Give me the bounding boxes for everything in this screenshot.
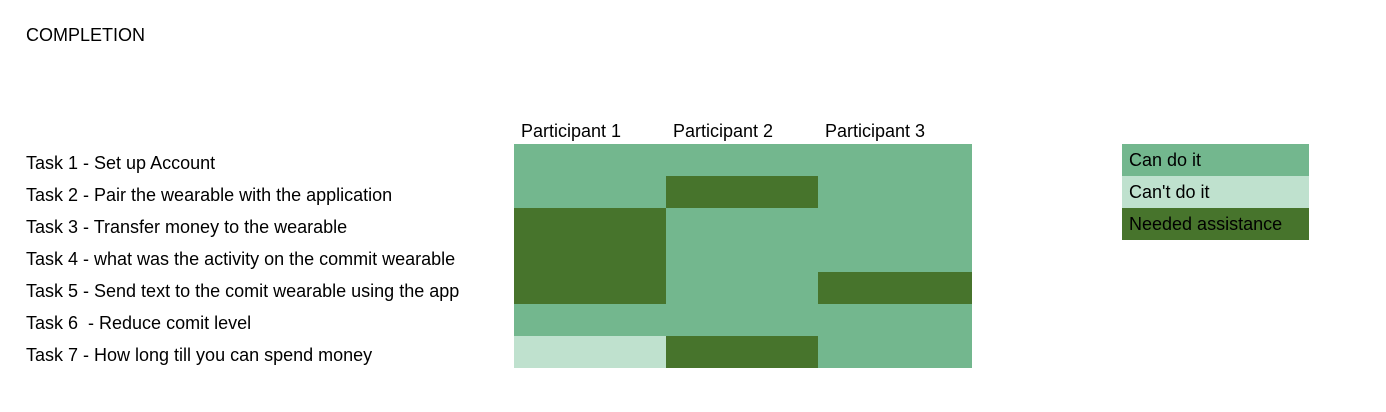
column-header-participant-3: Participant 3 <box>825 121 926 141</box>
task-label: Task 7 - How long till you can spend mon… <box>26 345 373 365</box>
status-cell-task-1-participant-1 <box>514 144 666 176</box>
status-cell-task-2-participant-3 <box>818 176 972 208</box>
status-cell-task-5-participant-2 <box>666 272 818 304</box>
status-cell-task-3-participant-1 <box>514 208 666 240</box>
task-label: Task 6 - Reduce comit level <box>26 313 252 333</box>
status-cell-task-7-participant-2 <box>666 336 818 368</box>
status-cell-task-7-participant-3 <box>818 336 972 368</box>
status-cell-task-4-participant-1 <box>514 240 666 272</box>
legend-cant-do-it: Can't do it <box>1122 176 1309 208</box>
task-label: Task 2 - Pair the wearable with the appl… <box>26 185 393 205</box>
legend-can-do-it: Can do it <box>1122 144 1309 176</box>
status-cell-task-3-participant-3 <box>818 208 972 240</box>
status-cell-task-4-participant-3 <box>818 240 972 272</box>
task-label: Task 5 - Send text to the comit wearable… <box>26 281 460 301</box>
legend-needed-assistance: Needed assistance <box>1122 208 1309 240</box>
column-header-participant-2: Participant 2 <box>673 121 774 141</box>
task-label: Task 1 - Set up Account <box>26 153 216 173</box>
status-cell-task-6-participant-1 <box>514 304 666 336</box>
status-cell-task-4-participant-2 <box>666 240 818 272</box>
status-cell-task-2-participant-1 <box>514 176 666 208</box>
task-label: Task 4 - what was the activity on the co… <box>26 249 456 269</box>
status-cell-task-2-participant-2 <box>666 176 818 208</box>
status-cell-task-7-participant-1 <box>514 336 666 368</box>
status-cell-task-3-participant-2 <box>666 208 818 240</box>
task-label: Task 3 - Transfer money to the wearable <box>26 217 348 237</box>
status-cell-task-6-participant-2 <box>666 304 818 336</box>
status-cell-task-1-participant-3 <box>818 144 972 176</box>
page-title: COMPLETION <box>26 25 146 45</box>
status-cell-task-5-participant-1 <box>514 272 666 304</box>
column-header-participant-1: Participant 1 <box>521 121 622 141</box>
status-cell-task-1-participant-2 <box>666 144 818 176</box>
status-cell-task-6-participant-3 <box>818 304 972 336</box>
status-cell-task-5-participant-3 <box>818 272 972 304</box>
